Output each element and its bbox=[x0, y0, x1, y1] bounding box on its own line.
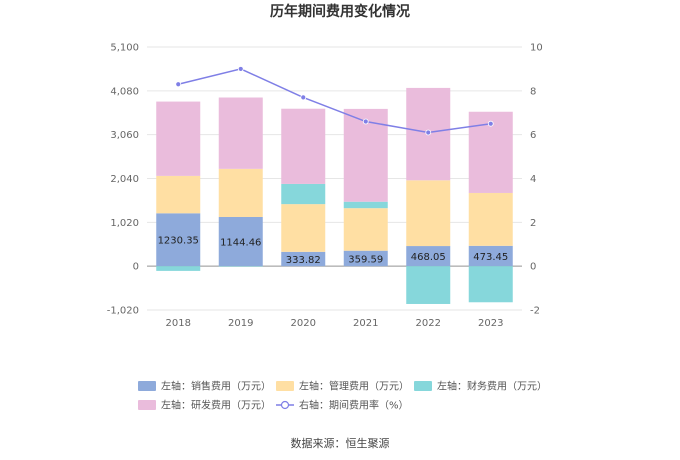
bar-segment bbox=[406, 246, 451, 267]
right-tick-label: 6 bbox=[530, 130, 536, 141]
legend-label: 左轴：销售费用（万元） bbox=[161, 380, 271, 393]
data-source: 数据来源：恒生聚源 bbox=[291, 436, 390, 450]
bar-segment bbox=[343, 250, 388, 267]
x-tick-label: 2022 bbox=[416, 318, 441, 329]
legend-label: 左轴：财务费用（万元） bbox=[437, 380, 547, 393]
left-tick-label: -1,020 bbox=[107, 306, 139, 317]
bar-segment bbox=[218, 266, 263, 267]
legend-label: 右轴：期间费用率（%） bbox=[299, 399, 409, 412]
bar-data-label: 468.05 bbox=[411, 252, 446, 263]
right-tick-label: 0 bbox=[530, 262, 536, 273]
rate-point bbox=[425, 129, 432, 136]
right-tick-label: -2 bbox=[530, 306, 540, 317]
x-tick-label: 2023 bbox=[478, 318, 503, 329]
left-tick-label: 4,080 bbox=[110, 86, 139, 97]
legend-label: 左轴：研发费用（万元） bbox=[161, 399, 271, 412]
legend-swatch bbox=[414, 381, 432, 391]
bar-segment bbox=[156, 266, 201, 271]
x-tick-label: 2020 bbox=[291, 318, 316, 329]
rate-point bbox=[487, 120, 494, 127]
bar-segment bbox=[218, 216, 263, 267]
chart-title: 历年期间费用变化情况 bbox=[270, 3, 410, 20]
bar-segment bbox=[468, 245, 513, 267]
bar-segment bbox=[281, 204, 326, 252]
bar-segment bbox=[281, 251, 326, 267]
bars bbox=[156, 87, 513, 304]
left-tick-label: 0 bbox=[133, 262, 139, 273]
bar-segment bbox=[156, 175, 201, 214]
x-tick-label: 2019 bbox=[228, 318, 253, 329]
bar-data-label: 1230.35 bbox=[158, 236, 199, 247]
right-tick-label: 2 bbox=[530, 218, 536, 229]
left-axis: 5,100 4,080 3,060 2,040 1,020 0 -1,020 bbox=[107, 43, 139, 317]
bar-data-label: 1144.46 bbox=[220, 238, 261, 249]
legend-label: 左轴：管理费用（万元） bbox=[299, 380, 409, 393]
bar-segment bbox=[343, 208, 388, 251]
right-tick-label: 10 bbox=[530, 43, 543, 54]
rate-point bbox=[362, 118, 369, 125]
left-tick-label: 1,020 bbox=[110, 218, 139, 229]
bar-segment bbox=[218, 97, 263, 169]
legend: 左轴：销售费用（万元） 左轴：管理费用（万元） 左轴：财务费用（万元） 左轴：研发费用… bbox=[138, 380, 547, 412]
bar-segment bbox=[468, 192, 513, 246]
left-tick-label: 2,040 bbox=[110, 174, 139, 185]
legend-swatch bbox=[138, 381, 156, 391]
bar-data-label: 359.59 bbox=[348, 254, 383, 265]
bar-segment bbox=[281, 108, 326, 184]
bar-segment bbox=[156, 213, 201, 267]
bar-segment bbox=[406, 180, 451, 247]
bar-segment bbox=[281, 183, 326, 205]
right-axis: 10 8 6 4 2 0 -2 bbox=[530, 43, 543, 317]
left-tick-label: 3,060 bbox=[110, 130, 139, 141]
bar-segment bbox=[406, 266, 451, 304]
bar-data-label: 333.82 bbox=[286, 255, 321, 266]
right-tick-label: 8 bbox=[530, 86, 536, 97]
rate-line bbox=[175, 66, 494, 136]
data-labels: 1230.35 1144.46 333.82 359.59 468.05 473.45 bbox=[158, 236, 509, 266]
legend-swatch bbox=[138, 400, 156, 410]
left-tick-label: 5,100 bbox=[110, 43, 139, 54]
bar-segment bbox=[156, 101, 201, 176]
rate-point bbox=[300, 94, 307, 101]
legend-marker bbox=[280, 400, 290, 410]
rate-point bbox=[175, 81, 182, 88]
bar-segment bbox=[343, 201, 388, 209]
grid bbox=[147, 46, 522, 311]
right-tick-label: 4 bbox=[530, 174, 536, 185]
bar-segment bbox=[468, 266, 513, 303]
x-tick-label: 2021 bbox=[353, 318, 378, 329]
x-axis: 2018 2019 2020 2021 2022 2023 bbox=[166, 318, 504, 329]
rate-line-path bbox=[178, 68, 491, 134]
rate-point bbox=[237, 66, 244, 72]
bar-data-label: 473.45 bbox=[473, 252, 508, 263]
legend-swatch bbox=[276, 381, 294, 391]
x-tick-label: 2018 bbox=[166, 318, 191, 329]
bar-segment bbox=[218, 168, 263, 217]
